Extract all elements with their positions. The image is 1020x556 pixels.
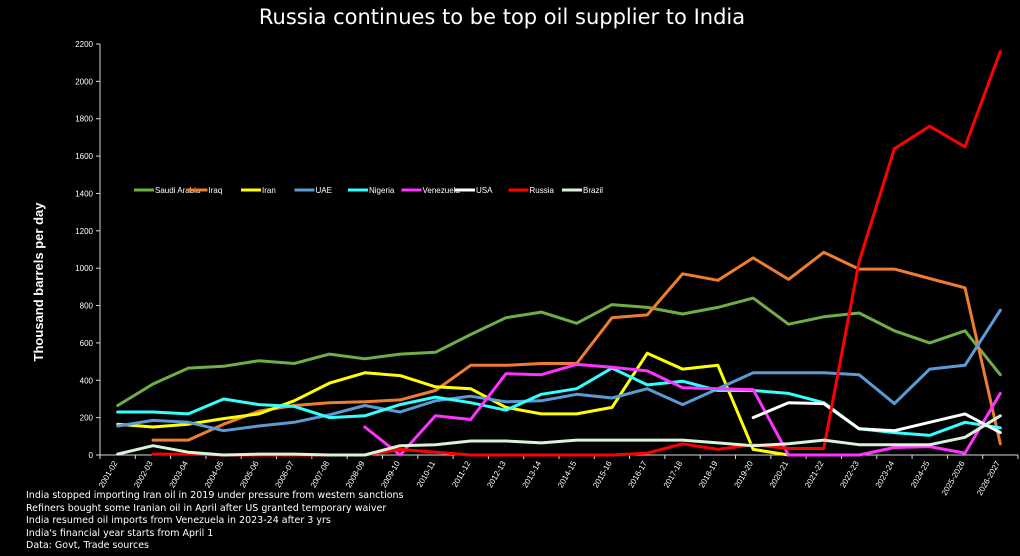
y-axis-label: Thousand barrels per day <box>31 202 46 362</box>
series-line-venezuela <box>363 362 1002 457</box>
series-line-brazil <box>116 414 1002 457</box>
x-tick-label: 2006-07 <box>273 459 296 489</box>
legend-label: Saudi Arabia <box>155 186 201 195</box>
x-tick-label: 2026-2027 <box>975 459 1002 497</box>
series-lines <box>116 50 1002 457</box>
y-tick-label: 600 <box>80 339 94 348</box>
legend-label: Venezuela <box>423 186 461 195</box>
x-tick-label: 2009-10 <box>379 459 402 489</box>
footnote: Refiners bought some Iranian oil in Apri… <box>26 502 387 514</box>
y-tick-label: 1000 <box>75 264 93 273</box>
x-tick-label: 2011-12 <box>450 459 472 489</box>
x-tick-label: 2002-03 <box>132 459 155 489</box>
x-tick-label: 2017-18 <box>662 459 685 489</box>
x-tick-label: 2001-02 <box>97 459 120 489</box>
y-tick-label: 1200 <box>75 227 93 236</box>
footnote: India stopped importing Iran oil in 2019… <box>26 490 404 501</box>
legend-label: Russia <box>530 186 555 195</box>
x-tick-label: 2018-19 <box>697 459 720 489</box>
y-tick-label: 1800 <box>75 115 93 124</box>
x-tick-label: 2007-08 <box>309 459 332 489</box>
legend-label: Iraq <box>209 186 223 195</box>
series-line-saudi-arabia <box>116 296 1002 407</box>
y-tick-label: 1600 <box>75 152 93 161</box>
x-tick-label: 2003-04 <box>168 459 191 489</box>
y-tick-label: 200 <box>80 414 94 423</box>
legend-label: Iran <box>262 186 276 195</box>
y-tick-label: 800 <box>80 302 94 311</box>
x-tick-label: 2014-15 <box>556 459 579 489</box>
x-tick-label: 2023-24 <box>874 459 897 489</box>
footnotes: India stopped importing Iran oil in 2019… <box>26 490 404 553</box>
footnote: Data: Govt, Trade sources <box>26 540 149 552</box>
series-line-nigeria <box>116 366 1002 437</box>
x-tick-label: 2008-09 <box>344 459 367 489</box>
y-tick-label: 1400 <box>75 189 93 198</box>
x-tick-label: 2016-17 <box>627 459 650 489</box>
legend: Saudi Arabia Iraq Iran UAE Nigeria Venezuela U… <box>134 186 603 195</box>
footnote: India's financial year starts from April… <box>26 527 214 539</box>
x-tick-label: 2024-25 <box>909 459 932 489</box>
legend-label: USA <box>476 186 493 195</box>
legend-label: Brazil <box>583 186 603 195</box>
y-tick-label: 2200 <box>75 40 93 49</box>
x-tick-label: 2013-14 <box>521 459 544 489</box>
y-tick-label: 400 <box>80 376 94 385</box>
x-tick-label: 2019-20 <box>732 459 755 489</box>
x-tick-label: 2021-22 <box>803 459 826 489</box>
x-tick-label: 2005-06 <box>238 459 261 489</box>
legend-label: UAE <box>316 186 332 195</box>
x-tick-label: 2010-11 <box>415 459 437 489</box>
series-line-uae <box>116 308 1002 433</box>
y-tick-label: 2000 <box>75 77 93 86</box>
x-tick-label: 2012-13 <box>485 459 508 489</box>
x-tick-label: 2020-21 <box>768 459 791 489</box>
x-tick-label: 2004-05 <box>203 459 226 489</box>
chart-title: Russia continues to be top oil supplier … <box>259 5 745 29</box>
series-line-usa <box>751 401 1002 435</box>
x-tick-label: 2022-23 <box>838 459 861 489</box>
legend-label: Nigeria <box>369 186 395 195</box>
y-tick-label: 0 <box>89 451 94 460</box>
footnote: India resumed oil imports from Venezuela… <box>26 515 331 527</box>
x-tick-label: 2015-16 <box>591 459 614 489</box>
x-tick-label: 2025-2026 <box>940 459 967 497</box>
